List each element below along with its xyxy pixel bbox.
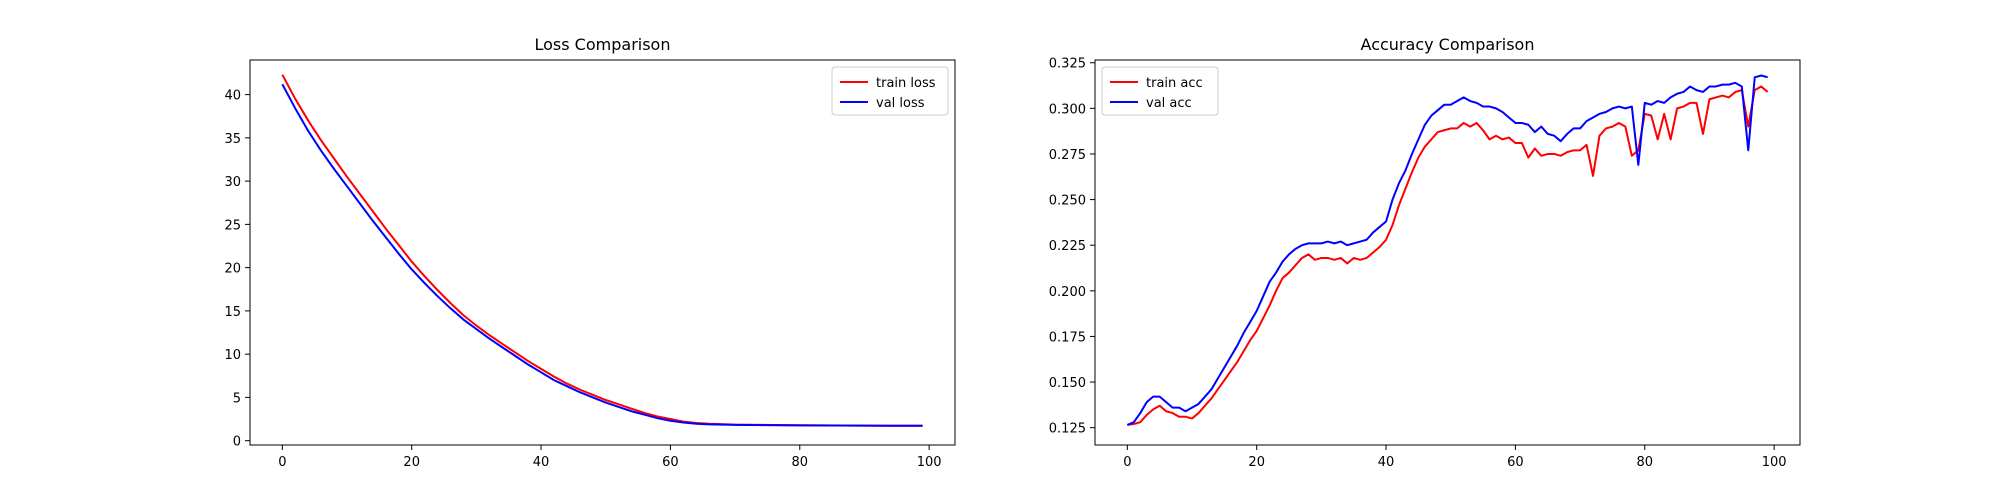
chart-2: Accuracy Comparison 0 20 40 60 80 100 0.125 0.15… [1049,35,1801,470]
y-tick-label: 0.150 [1049,376,1086,391]
legend: train acc val acc [1101,66,1219,116]
x-tick-label: 0 [278,455,286,470]
y-tick-label: 0 [233,435,241,450]
series-line-train-acc [1127,85,1769,426]
x-tick-label: 100 [1762,455,1787,470]
chart-title: Loss Comparison [535,35,671,54]
x-tick-label: 20 [403,455,420,470]
axes-frame [249,59,956,446]
y-tick-label: 0.225 [1049,239,1086,254]
legend-label: train acc [1146,76,1203,91]
x-tick-label: 100 [917,455,942,470]
x-tick-label: 40 [1378,455,1395,470]
x-tick-label: 80 [1636,455,1653,470]
x-tick-label: 0 [1123,455,1131,470]
chart-1: Loss Comparison 0 20 40 60 80 100 0 5 10 15 20 25 30 3… [224,35,956,470]
y-tick-label: 0.175 [1049,330,1086,345]
legend-label: train loss [876,76,936,91]
legend-label: val loss [876,96,925,111]
y-tick-label: 30 [224,175,241,190]
y-tick-label: 40 [224,89,241,104]
x-tick-label: 60 [662,455,679,470]
y-tick-label: 35 [224,132,241,147]
axes-frame [1094,59,1801,446]
y-tick-label: 25 [224,218,241,233]
series-line-val-acc [1126,74,1768,426]
y-tick-label: 15 [224,305,241,320]
series-line-val-loss [281,83,923,427]
y-tick-label: 0.250 [1049,194,1086,209]
y-tick-label: 5 [233,391,241,406]
x-tick-label: 20 [1248,455,1265,470]
y-tick-label: 0.125 [1049,422,1086,437]
legend-label: val acc [1146,96,1192,111]
y-tick-label: 0.275 [1049,148,1086,163]
legend: train loss val loss [831,66,949,116]
x-tick-label: 40 [533,455,550,470]
y-tick-label: 10 [224,348,241,363]
y-tick-label: 20 [224,262,241,277]
y-tick-label: 0.300 [1049,102,1086,117]
x-tick-label: 60 [1507,455,1524,470]
series-line-train-loss [281,74,923,427]
y-tick-label: 0.325 [1049,57,1086,72]
chart-title: Accuracy Comparison [1361,35,1535,54]
y-tick-label: 0.200 [1049,285,1086,300]
x-tick-label: 80 [791,455,808,470]
